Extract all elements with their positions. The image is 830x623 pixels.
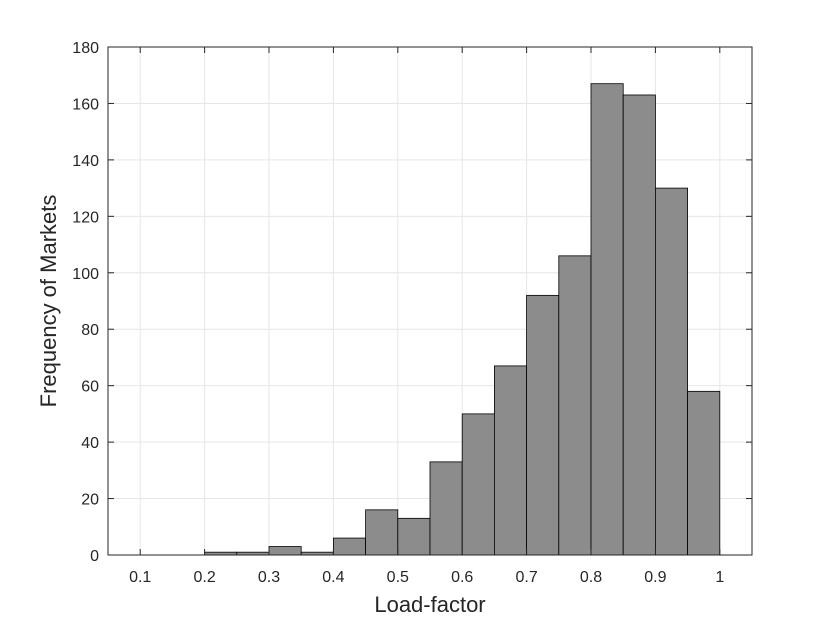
- y-tick-label: 140: [72, 153, 99, 170]
- y-axis-ticks: 0 20 40 60 80 100 120 140 160 180: [72, 40, 752, 565]
- histogram-bar: [461, 413, 495, 556]
- histogram-bar: [526, 294, 560, 556]
- x-tick-label: 0.5: [387, 569, 409, 586]
- x-tick-label: 1: [715, 569, 724, 586]
- x-tick-label: 0.1: [129, 569, 151, 586]
- histogram-bar: [365, 509, 399, 556]
- histogram-bar: [622, 94, 656, 556]
- y-tick-label: 80: [81, 322, 99, 339]
- histogram-bar: [590, 83, 624, 556]
- histogram-bar: [268, 546, 302, 556]
- y-axis-label: Frequency of Markets: [36, 195, 61, 408]
- histogram-bar: [429, 461, 463, 556]
- histogram-bar: [397, 517, 431, 556]
- y-tick-label: 180: [72, 40, 99, 57]
- x-tick-label: 0.8: [580, 569, 602, 586]
- y-tick-label: 120: [72, 209, 99, 226]
- x-tick-label: 0.7: [515, 569, 537, 586]
- x-tick-label: 0.2: [193, 569, 215, 586]
- histogram-bar: [655, 187, 689, 556]
- y-tick-label: 100: [72, 266, 99, 283]
- histogram-bar: [332, 537, 366, 556]
- y-tick-label: 20: [81, 492, 99, 509]
- x-tick-label: 0.4: [322, 569, 344, 586]
- histogram-bar: [493, 365, 527, 556]
- axes-box: [107, 46, 753, 556]
- y-tick-label: 40: [81, 435, 99, 452]
- x-tick-label: 0.6: [451, 569, 473, 586]
- x-axis-ticks: 0.1 0.2 0.3 0.4 0.5 0.6 0.7 0.8 0.9 1: [129, 47, 724, 586]
- y-tick-label: 0: [90, 548, 99, 565]
- y-tick-label: 160: [72, 96, 99, 113]
- y-tick-label: 60: [81, 379, 99, 396]
- histogram-bar: [558, 255, 592, 556]
- histogram-bars: [204, 83, 721, 556]
- x-axis-label: Load-factor: [374, 592, 485, 617]
- x-tick-label: 0.3: [258, 569, 280, 586]
- histogram-bar: [687, 390, 721, 556]
- x-tick-label: 0.9: [644, 569, 666, 586]
